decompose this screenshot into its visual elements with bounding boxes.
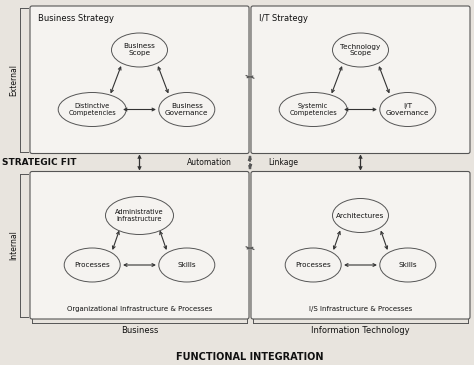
Ellipse shape bbox=[332, 33, 389, 67]
Text: Processes: Processes bbox=[74, 262, 110, 268]
Text: Distinctive
Competencies: Distinctive Competencies bbox=[68, 103, 116, 116]
Text: Business: Business bbox=[121, 326, 158, 335]
Text: Internal: Internal bbox=[9, 230, 18, 260]
Ellipse shape bbox=[380, 92, 436, 127]
Text: Processes: Processes bbox=[295, 262, 331, 268]
Text: Systemic
Competencies: Systemic Competencies bbox=[289, 103, 337, 116]
Text: Administrative
Infrastructure: Administrative Infrastructure bbox=[115, 209, 164, 222]
Text: Organizational Infrastructure & Processes: Organizational Infrastructure & Processe… bbox=[67, 306, 212, 312]
Ellipse shape bbox=[58, 92, 126, 127]
Ellipse shape bbox=[159, 92, 215, 127]
Text: I/T Strategy: I/T Strategy bbox=[259, 14, 308, 23]
FancyBboxPatch shape bbox=[30, 172, 249, 319]
Text: Linkage: Linkage bbox=[268, 158, 298, 167]
Ellipse shape bbox=[111, 33, 167, 67]
Text: Architectures: Architectures bbox=[337, 212, 385, 219]
Text: External: External bbox=[9, 64, 18, 96]
Text: Skills: Skills bbox=[177, 262, 196, 268]
Text: Business Strategy: Business Strategy bbox=[38, 14, 114, 23]
Text: Business
Scope: Business Scope bbox=[124, 43, 155, 57]
Ellipse shape bbox=[285, 248, 341, 282]
Ellipse shape bbox=[64, 248, 120, 282]
Text: Skills: Skills bbox=[399, 262, 417, 268]
Text: Information Technology: Information Technology bbox=[311, 326, 410, 335]
Text: Automation: Automation bbox=[187, 158, 232, 167]
Ellipse shape bbox=[380, 248, 436, 282]
Text: FUNCTIONAL INTEGRATION: FUNCTIONAL INTEGRATION bbox=[176, 352, 324, 362]
Ellipse shape bbox=[279, 92, 347, 127]
Text: I/T
Governance: I/T Governance bbox=[386, 103, 429, 116]
Text: Technology
Scope: Technology Scope bbox=[340, 43, 381, 57]
Text: STRATEGIC FIT: STRATEGIC FIT bbox=[2, 158, 76, 167]
Text: I/S Infrastructure & Processes: I/S Infrastructure & Processes bbox=[309, 306, 412, 312]
Ellipse shape bbox=[159, 248, 215, 282]
FancyBboxPatch shape bbox=[251, 172, 470, 319]
Ellipse shape bbox=[332, 199, 389, 233]
Text: Business
Governance: Business Governance bbox=[165, 103, 209, 116]
FancyBboxPatch shape bbox=[251, 6, 470, 154]
FancyBboxPatch shape bbox=[30, 6, 249, 154]
Ellipse shape bbox=[106, 196, 173, 234]
